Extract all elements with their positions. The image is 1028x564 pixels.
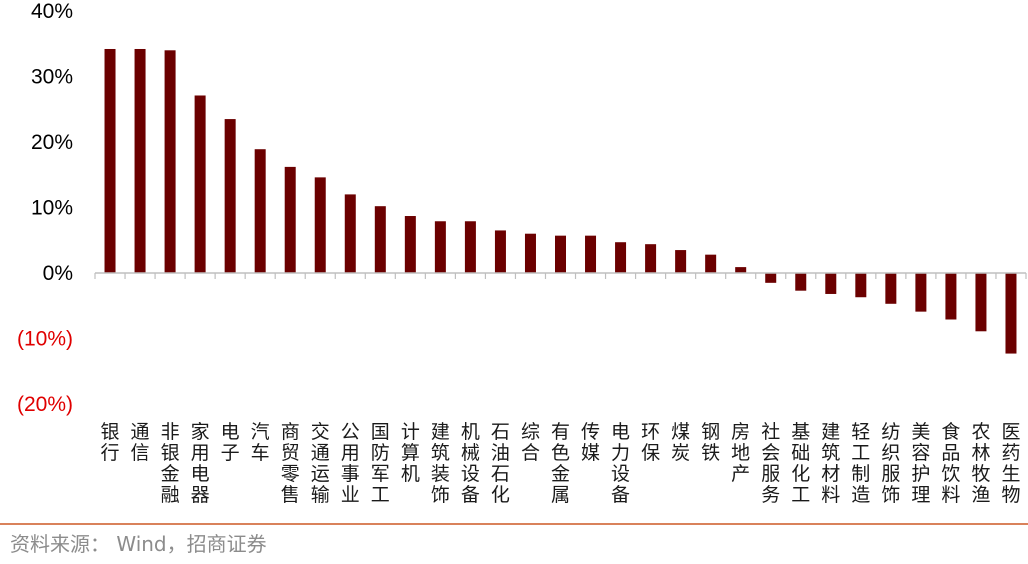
x-tick-label: 传媒 [581, 421, 600, 464]
bar [494, 230, 506, 273]
bar [164, 50, 176, 273]
bar [885, 273, 897, 304]
x-tick-label: 纺织服饰 [881, 421, 900, 506]
bar [314, 177, 326, 273]
bar [555, 235, 566, 273]
x-tick-label: 家用电器 [191, 421, 210, 506]
source-divider [0, 523, 1028, 525]
bars [104, 48, 1017, 354]
x-tick-label: 商贸零售 [281, 421, 300, 506]
bar [795, 273, 807, 291]
bar [524, 233, 536, 273]
x-tick-label: 社会服务 [761, 421, 780, 506]
x-axis-tick-labels: 银行通信非银金融家用电器电子汽车商贸零售交通运输公用事业国防军工计算机建筑装饰机… [101, 421, 1021, 506]
bar [615, 242, 627, 273]
bar [434, 221, 446, 273]
x-tick-label: 医药生物 [1001, 421, 1020, 506]
bar [194, 95, 206, 273]
bar [825, 273, 837, 294]
x-tick-label: 国防军工 [371, 421, 390, 506]
bar [344, 194, 356, 273]
x-tick-label: 机械设备 [461, 421, 480, 506]
x-tick-label: 电力设备 [611, 421, 630, 506]
x-tick-label: 电子 [221, 421, 240, 464]
bar [765, 273, 777, 283]
x-axis [94, 272, 1027, 279]
bar [134, 48, 146, 273]
bar [915, 273, 927, 312]
bar [224, 119, 236, 274]
bar [284, 166, 296, 273]
y-tick-label: (10%) [17, 328, 73, 351]
bar [675, 250, 687, 273]
y-tick-label: (20%) [17, 393, 73, 416]
x-tick-label: 轻工制造 [851, 421, 870, 506]
x-tick-label: 银行 [101, 421, 120, 464]
x-tick-label: 环保 [641, 421, 660, 464]
x-tick-label: 基础化工 [791, 421, 810, 506]
bar [464, 221, 476, 273]
x-tick-label: 综合 [521, 421, 540, 464]
bar [254, 149, 266, 273]
x-tick-label: 农林牧渔 [971, 421, 990, 506]
x-tick-label: 美容护理 [911, 421, 930, 506]
bar [975, 273, 987, 332]
y-tick-label: 40% [31, 0, 73, 23]
x-tick-label: 汽车 [251, 421, 270, 464]
source-note: 资料来源： Wind，招商证券 [10, 532, 267, 556]
y-tick-label: 30% [31, 66, 73, 89]
x-tick-label: 食品饮料 [941, 421, 960, 506]
x-tick-label: 有色金属 [551, 421, 570, 506]
x-tick-label: 公用事业 [341, 421, 360, 506]
bar [104, 48, 116, 273]
bar [374, 206, 386, 273]
x-tick-label: 建筑装饰 [431, 421, 450, 506]
x-tick-label: 计算机 [401, 421, 420, 485]
x-tick-label: 房地产 [731, 421, 750, 485]
x-tick-label: 交通运输 [311, 421, 330, 506]
x-tick-label: 石油石化 [491, 421, 510, 506]
y-axis-tick-labels: 40% 30% 20% 10% 0% (10%) (20%) [17, 0, 73, 416]
bar [645, 244, 657, 273]
bar [855, 273, 867, 298]
bar [945, 273, 957, 320]
bar [585, 235, 597, 273]
y-tick-label: 0% [43, 262, 73, 285]
bar [735, 267, 747, 273]
x-tick-label: 煤炭 [671, 421, 690, 464]
y-tick-label: 10% [31, 197, 73, 220]
y-tick-label: 20% [31, 131, 73, 154]
bar [705, 254, 717, 273]
bar [404, 216, 416, 273]
x-tick-label: 钢铁 [701, 421, 720, 464]
x-tick-label: 通信 [131, 421, 150, 464]
x-tick-label: 非银金融 [161, 421, 180, 506]
bar [1005, 273, 1017, 354]
x-tick-label: 建筑材料 [821, 421, 840, 506]
